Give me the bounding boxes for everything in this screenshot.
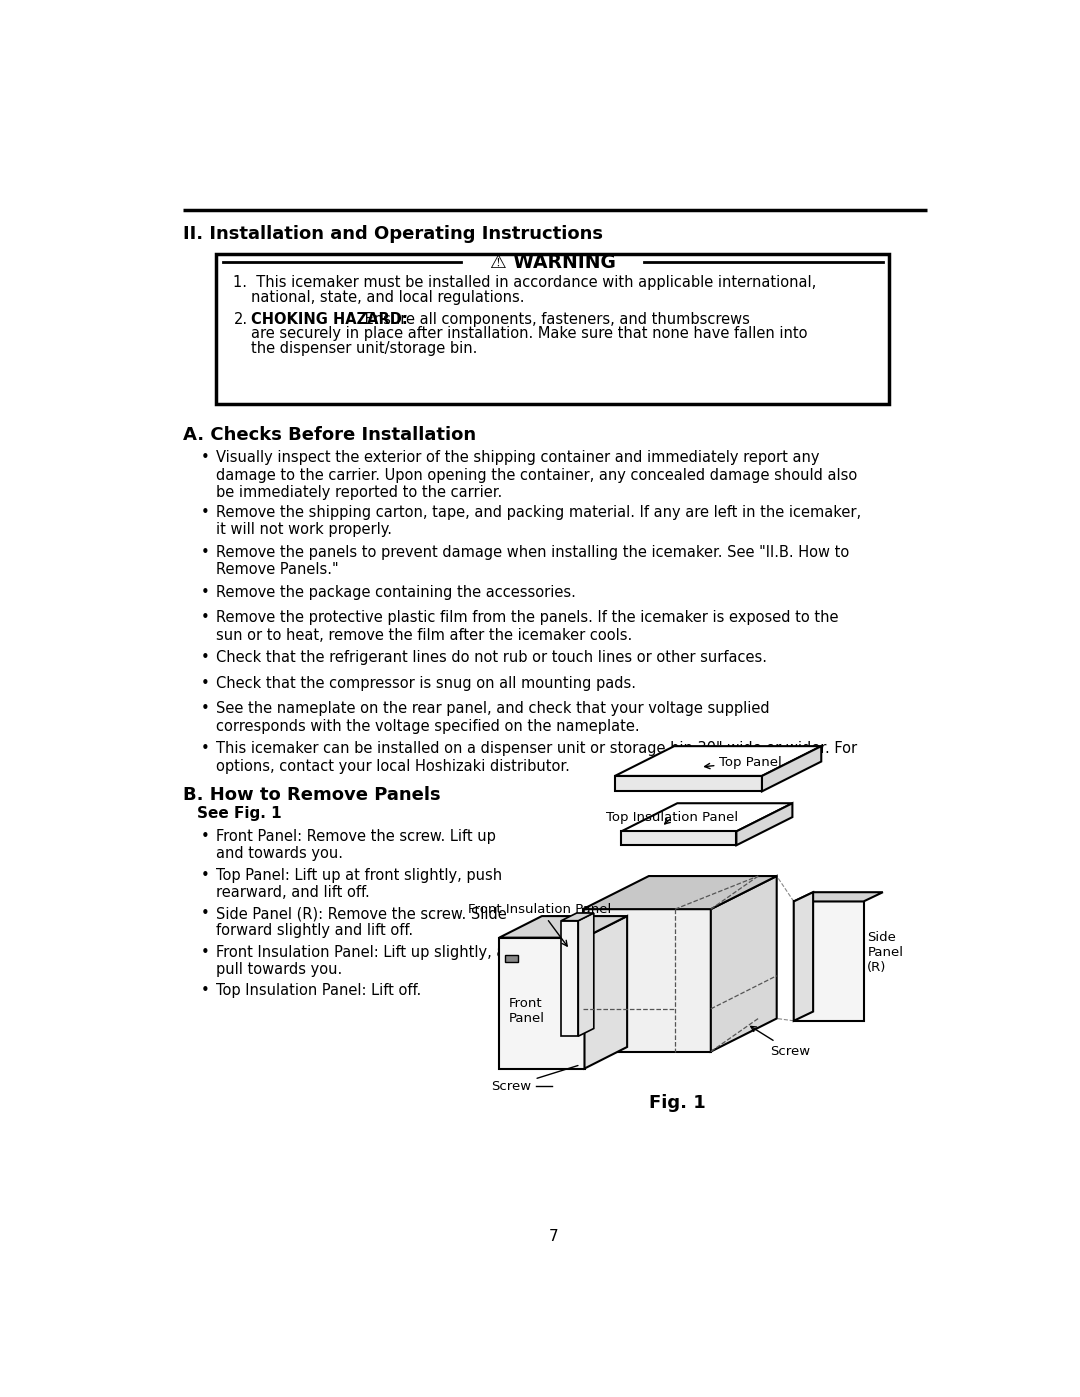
Text: •: • (201, 676, 210, 692)
Text: See Fig. 1: See Fig. 1 (197, 806, 282, 821)
Text: See the nameplate on the rear panel, and check that your voltage supplied
corres: See the nameplate on the rear panel, and… (216, 701, 770, 733)
Polygon shape (583, 909, 711, 1052)
Text: 2.: 2. (233, 312, 247, 327)
Text: Screw: Screw (491, 1066, 578, 1092)
Polygon shape (562, 921, 578, 1037)
Text: 7: 7 (549, 1229, 558, 1243)
Text: Remove the package containing the accessories.: Remove the package containing the access… (216, 585, 577, 599)
FancyBboxPatch shape (216, 254, 889, 404)
Polygon shape (794, 893, 813, 1021)
Text: 1.  This icemaker must be installed in accordance with applicable international,: 1. This icemaker must be installed in ac… (233, 275, 816, 291)
Text: Top Panel: Lift up at front slightly, push
rearward, and lift off.: Top Panel: Lift up at front slightly, pu… (216, 868, 502, 900)
Text: •: • (201, 701, 210, 717)
Text: the dispenser unit/storage bin.: the dispenser unit/storage bin. (252, 341, 477, 356)
Text: •: • (201, 651, 210, 665)
Text: B. How to Remove Panels: B. How to Remove Panels (183, 787, 441, 803)
Text: CHOKING HAZARD:: CHOKING HAZARD: (252, 312, 408, 327)
Text: Remove the protective plastic film from the panels. If the icemaker is exposed t: Remove the protective plastic film from … (216, 610, 839, 643)
Text: Ensure all components, fasteners, and thumbscrews: Ensure all components, fasteners, and th… (360, 312, 750, 327)
Text: Front
Panel: Front Panel (509, 996, 544, 1024)
Text: •: • (201, 545, 210, 560)
Text: Side
Panel
(R): Side Panel (R) (867, 932, 903, 974)
Polygon shape (762, 746, 821, 791)
Text: ⚠ WARNING: ⚠ WARNING (490, 253, 616, 272)
Text: •: • (201, 907, 210, 921)
Bar (505, 954, 517, 963)
Polygon shape (711, 876, 777, 1052)
Text: Remove the panels to prevent damage when installing the icemaker. See "II.B. How: Remove the panels to prevent damage when… (216, 545, 850, 577)
Text: Side Panel (R): Remove the screw. Slide
forward slightly and lift off.: Side Panel (R): Remove the screw. Slide … (216, 907, 508, 939)
Polygon shape (583, 876, 777, 909)
Text: •: • (201, 944, 210, 960)
Text: A. Checks Before Installation: A. Checks Before Installation (183, 426, 476, 444)
Polygon shape (615, 746, 821, 775)
Text: Front Panel: Remove the screw. Lift up
and towards you.: Front Panel: Remove the screw. Lift up a… (216, 828, 496, 862)
Polygon shape (794, 893, 882, 901)
Text: Front Insulation Panel: Front Insulation Panel (469, 902, 611, 946)
Text: II. Installation and Operating Instructions: II. Installation and Operating Instructi… (183, 225, 603, 243)
Text: •: • (201, 585, 210, 599)
Polygon shape (737, 803, 793, 845)
Text: Screw: Screw (751, 1027, 810, 1058)
Polygon shape (794, 901, 864, 1021)
Text: Remove the shipping carton, tape, and packing material. If any are left in the i: Remove the shipping carton, tape, and pa… (216, 504, 862, 538)
Polygon shape (615, 775, 762, 791)
Polygon shape (621, 803, 793, 831)
Text: •: • (201, 828, 210, 844)
Text: Check that the refrigerant lines do not rub or touch lines or other surfaces.: Check that the refrigerant lines do not … (216, 651, 768, 665)
Polygon shape (584, 916, 627, 1069)
Text: Check that the compressor is snug on all mounting pads.: Check that the compressor is snug on all… (216, 676, 636, 692)
Text: •: • (201, 504, 210, 520)
Text: national, state, and local regulations.: national, state, and local regulations. (252, 291, 525, 305)
Polygon shape (562, 914, 594, 921)
Text: •: • (201, 450, 210, 465)
Polygon shape (499, 937, 584, 1069)
Text: Top Insulation Panel: Top Insulation Panel (606, 812, 738, 824)
Text: This icemaker can be installed on a dispenser unit or storage bin 30" wide or wi: This icemaker can be installed on a disp… (216, 742, 858, 774)
Text: Visually inspect the exterior of the shipping container and immediately report a: Visually inspect the exterior of the shi… (216, 450, 858, 500)
Text: •: • (201, 983, 210, 997)
Text: are securely in place after installation. Make sure that none have fallen into: are securely in place after installation… (252, 327, 808, 341)
Text: •: • (201, 610, 210, 626)
Text: Fig. 1: Fig. 1 (649, 1094, 706, 1112)
Polygon shape (499, 916, 627, 937)
Text: Top Insulation Panel: Lift off.: Top Insulation Panel: Lift off. (216, 983, 421, 997)
Text: •: • (201, 742, 210, 756)
Text: •: • (201, 868, 210, 883)
Text: Top Panel: Top Panel (704, 756, 782, 768)
Text: Front Insulation Panel: Lift up slightly, and
pull towards you.: Front Insulation Panel: Lift up slightly… (216, 944, 525, 977)
Polygon shape (578, 914, 594, 1037)
Polygon shape (621, 831, 737, 845)
